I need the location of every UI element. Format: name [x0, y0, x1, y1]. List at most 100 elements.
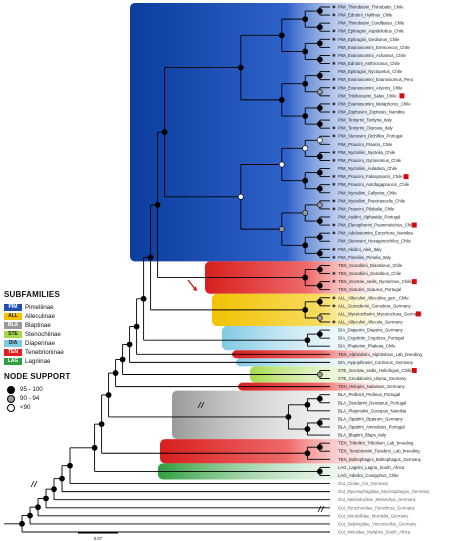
- tip-label: TEN_Tenebrionini_Tenebrio_Lab_breeding: [338, 449, 420, 454]
- subfamily-swatch: TEN: [4, 349, 22, 356]
- support-node: [316, 105, 323, 111]
- asterisk-icon: ✱: [332, 37, 336, 42]
- tip-label: PIM_Stenosini_Hexagonochilus_Chile: [338, 239, 411, 244]
- support-dot-icon: [7, 394, 15, 403]
- asterisk-icon: ✱: [332, 126, 336, 131]
- clade-band: [160, 439, 392, 464]
- support-node: [59, 475, 65, 482]
- support-node: [316, 282, 323, 289]
- subfamily-swatch: LAG: [4, 358, 22, 365]
- tip-label: Out_Mordellidae_Mordella_Germany: [338, 513, 409, 518]
- tip-label: PIM_Evaniosomini_Eremoecus_Chile: [338, 45, 410, 50]
- support-node: [316, 121, 323, 128]
- support-node: [302, 242, 309, 249]
- support-node: [302, 48, 309, 55]
- asterisk-icon: ✱: [332, 134, 336, 139]
- tip-label: Out_Pyrochroidae_Pyrochroa_Germany: [338, 505, 416, 510]
- support-node: [147, 254, 154, 261]
- tip-label: BLA_Dendarini_Dendarus_Portugal: [338, 400, 406, 405]
- tip-label: TEN_Scotobiini_Scotobius_Chile: [338, 271, 402, 276]
- asterisk-icon: ✱: [332, 53, 336, 58]
- asterisk-icon: ✱: [332, 182, 336, 187]
- red-marker-icon: [403, 174, 409, 180]
- subfamily-name: Diaperinae: [25, 340, 55, 347]
- tip-label: BLA_Opatrini_Opatrum_Germany: [338, 416, 404, 421]
- support-node: [304, 401, 311, 408]
- support-label: 95 - 100: [20, 386, 43, 393]
- tip-label: PIM_Evaniosomini_Melaphorus_Chile: [338, 101, 411, 106]
- support-node: [302, 210, 309, 216]
- support-node: [302, 274, 309, 281]
- support-node: [316, 201, 323, 208]
- asterisk-icon: ✱: [332, 271, 336, 276]
- tip-label: ALL_Alleculini_Alleculina_gen._Chile: [338, 295, 409, 300]
- support-node: [316, 331, 323, 338]
- tip-label: DIA_Diaperini_Diaperis_Germany: [338, 328, 404, 333]
- support-node: [316, 218, 323, 224]
- red-marker-icon: [411, 367, 417, 373]
- asterisk-icon: ✱: [332, 295, 336, 300]
- tip-label: PIM_Akidini_Akis_Italy: [338, 247, 382, 252]
- support-node: [43, 495, 49, 502]
- subfamilies-legend-title: SUBFAMILIES: [4, 290, 60, 299]
- support-node: [316, 395, 323, 402]
- support-node: [316, 72, 323, 79]
- support-node: [316, 444, 323, 451]
- support-node: [119, 356, 126, 363]
- asterisk-icon: ✱: [332, 29, 336, 34]
- support-node: [67, 462, 73, 469]
- tip-label: PIM_Elenophorini_Psammetichus_Chile: [338, 223, 415, 228]
- support-legend-item: 95 - 100: [4, 385, 70, 394]
- support-node: [278, 226, 285, 233]
- tip-label: PIM_Nycteliini_Nyctelia_Chile: [338, 150, 396, 155]
- support-node: [278, 32, 285, 39]
- asterisk-icon: ✱: [332, 101, 336, 106]
- tip-label: TEN_incertae_sedis_Nycterinus_Chile: [338, 279, 412, 284]
- red-marker-icon: [411, 222, 417, 228]
- support-node: [316, 153, 323, 160]
- asterisk-icon: ✱: [332, 150, 336, 155]
- tip-label: BLA_Pedinini_Pedinus_Portugal: [338, 392, 400, 397]
- support-label: 90 - 94: [20, 395, 40, 402]
- support-node: [98, 421, 105, 428]
- support-node: [105, 392, 112, 398]
- asterisk-icon: ✱: [332, 223, 336, 228]
- tip-label: TEN_Scaurini_Scaurus_Portugal: [338, 287, 401, 292]
- support-node: [285, 414, 292, 420]
- red-marker-icon: [415, 311, 421, 317]
- support-legend-item: <90: [4, 403, 70, 412]
- tip-label: PIM_Trilobocarini_Salax_Chile: [338, 93, 397, 98]
- support-node: [316, 371, 323, 378]
- support-node: [316, 24, 323, 31]
- tip-label: PIM_Thinobatini_Cordibates_Chile: [338, 21, 405, 26]
- node-support-legend-title: NODE SUPPORT: [4, 372, 71, 381]
- tip-label: STE_Cnodalonini_Uloma_Germany: [338, 376, 407, 381]
- tip-label: TEN_Alphitobiini_Alphitobius_Lab_breedin…: [338, 352, 422, 357]
- asterisk-icon: ✱: [332, 247, 336, 252]
- support-node: [316, 88, 323, 95]
- asterisk-icon: ✱: [332, 61, 336, 66]
- branch-break-icon: [317, 505, 325, 513]
- tip-label: TEN_Helopini_Nalassus_Germany: [338, 384, 405, 389]
- tip-label: PIM_Evaniosomini_Achanius_Chile: [338, 53, 406, 58]
- tip-label: TEN_Scotobiini_Diastoleus_Chile: [338, 263, 403, 268]
- node-support-legend: NODE SUPPORT 95 - 100 90 - 94 <90: [4, 372, 70, 412]
- tip-label: Out_Ciidae_Cis_Germany: [338, 481, 389, 486]
- support-node: [316, 169, 323, 176]
- tip-label: STE_incertae_sedis_Heliofugus_Chile: [338, 368, 412, 373]
- support-node: [316, 250, 323, 257]
- asterisk-icon: ✱: [332, 174, 336, 179]
- asterisk-icon: ✱: [332, 5, 336, 10]
- tip-label: PIM_Tentyrini_Oxycara_Italy: [338, 126, 394, 131]
- tip-label: PIM_Edrotini_Anthrocinus_Chile: [338, 61, 400, 66]
- support-node: [316, 298, 323, 305]
- support-node: [154, 201, 161, 208]
- support-node: [302, 145, 309, 152]
- support-label: <90: [20, 404, 31, 411]
- tip-label: Out_Salpingidae_Vincenzellus_Germany: [338, 521, 417, 526]
- support-node: [302, 306, 309, 313]
- subfamily-name: Tenebrioninae: [25, 349, 64, 356]
- asterisk-icon: ✱: [332, 206, 336, 211]
- tip-label: PIM_Praocini_Praocis_Chile: [338, 142, 393, 147]
- support-node: [237, 64, 244, 71]
